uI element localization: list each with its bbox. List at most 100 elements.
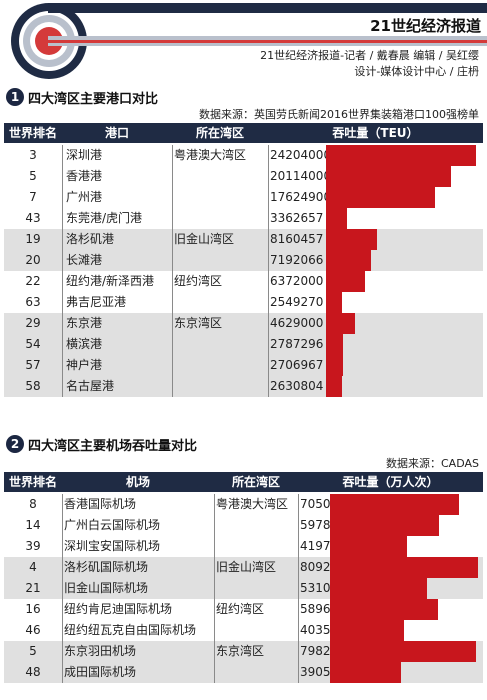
- data-source: 数据来源：CADAS: [386, 457, 479, 470]
- rank-cell: 29: [25, 316, 41, 330]
- value-label: 7192066: [270, 253, 324, 267]
- section-number: 1: [6, 88, 24, 106]
- table-row: 8 香港国际机场 7050: [4, 494, 483, 515]
- value-bar: [330, 599, 438, 620]
- bay-group: 东京湾区 29 东京港 4629000 54 横滨港 2787296 57 神户港 2706967…: [4, 313, 483, 397]
- name-cell: 东莞港/虎门港: [66, 211, 143, 225]
- value-bar: [330, 515, 440, 536]
- bay-label: 旧金山湾区: [216, 560, 277, 574]
- table-row: 4 洛杉矶国际机场 8092: [4, 557, 483, 578]
- name-cell: 广州港: [66, 190, 103, 204]
- rank-cell: 46: [25, 623, 41, 637]
- bay-label: 旧金山湾区: [174, 232, 235, 246]
- table-row: 19 洛杉矶港 8160457: [4, 229, 483, 250]
- section-title: 1 四大湾区主要港口对比: [6, 87, 158, 107]
- rank-cell: 54: [25, 337, 41, 351]
- header-stripe: [48, 36, 487, 40]
- table-row: 3 深圳港 24204000: [4, 145, 483, 166]
- name-cell: 旧金山国际机场: [64, 581, 149, 595]
- rank-cell: 5: [29, 169, 37, 183]
- header-bay: 所在湾区: [195, 126, 244, 140]
- table-row: 48 成田国际机场 3905: [4, 662, 483, 683]
- name-cell: 名古屋港: [66, 379, 115, 393]
- column-divider: [62, 145, 63, 397]
- value-label: 7982: [300, 644, 331, 658]
- rank-cell: 22: [25, 274, 41, 288]
- value-label: 5978: [300, 518, 331, 532]
- value-bar: [326, 376, 343, 397]
- value-bar: [330, 662, 402, 683]
- table-row: 54 横滨港 2787296: [4, 334, 483, 355]
- name-cell: 深圳港: [66, 148, 103, 162]
- value-label: 4629000: [270, 316, 324, 330]
- value-bar: [330, 494, 459, 515]
- value-label: 3905: [300, 665, 331, 679]
- bay-label: 粤港澳大湾区: [216, 497, 289, 511]
- value-bar: [326, 334, 344, 355]
- table-row: 7 广州港 17624900: [4, 187, 483, 208]
- bay-group: 粤港澳大湾区 3 深圳港 24204000 5 香港港 20114000 7 广州港 176249…: [4, 145, 483, 229]
- header-band: [48, 3, 487, 13]
- rank-cell: 21: [25, 581, 41, 595]
- value-label: 4035: [300, 623, 331, 637]
- table-row: 5 东京羽田机场 7982: [4, 641, 483, 662]
- header-name: 港口: [104, 126, 129, 140]
- rank-cell: 57: [25, 358, 41, 372]
- column-divider: [298, 494, 299, 683]
- name-cell: 长滩港: [66, 253, 103, 267]
- table-header: 世界排名 机场 所在湾区 吞吐量（万人次）: [4, 472, 483, 492]
- table-row: 16 纽约肯尼迪国际机场 5896: [4, 599, 483, 620]
- header-stripe: [48, 43, 487, 46]
- name-cell: 横滨港: [66, 337, 103, 351]
- name-cell: 弗吉尼亚港: [66, 295, 127, 309]
- column-divider: [214, 494, 215, 683]
- table-row: 20 长滩港 7192066: [4, 250, 483, 271]
- name-cell: 洛杉矶港: [66, 232, 115, 246]
- name-cell: 纽约港/新泽西港: [66, 274, 155, 288]
- header-name: 机场: [125, 475, 150, 489]
- value-bar: [330, 557, 478, 578]
- name-cell: 香港港: [66, 169, 103, 183]
- value-bar: [326, 166, 451, 187]
- value-label: 20114000: [270, 169, 332, 183]
- table-row: 39 深圳宝安国际机场 4197: [4, 536, 483, 557]
- bay-group: 旧金山湾区 19 洛杉矶港 8160457 20 长滩港 7192066: [4, 229, 483, 271]
- value-bar: [330, 620, 404, 641]
- name-cell: 广州白云国际机场: [64, 518, 161, 532]
- page-header: 21世纪经济报道 21世纪经济报道-记者 / 戴春晨 编辑 / 吴红缨 设计-媒…: [0, 0, 487, 79]
- rank-cell: 14: [25, 518, 41, 532]
- value-label: 8092: [300, 560, 331, 574]
- value-bar: [326, 313, 355, 334]
- name-cell: 香港国际机场: [64, 497, 137, 511]
- bay-group: 东京湾区 5 东京羽田机场 7982 48 成田国际机场 3905: [4, 641, 483, 683]
- table-row: 14 广州白云国际机场 5978: [4, 515, 483, 536]
- name-cell: 成田国际机场: [64, 665, 137, 679]
- name-cell: 深圳宝安国际机场: [64, 539, 161, 553]
- bay-label: 东京湾区: [216, 644, 265, 658]
- table-header: 世界排名 港口 所在湾区 吞吐量（TEU）: [4, 123, 483, 143]
- value-label: 7050: [300, 497, 331, 511]
- table-row: 29 东京港 4629000: [4, 313, 483, 334]
- section-title: 2 四大湾区主要机场吞吐量对比: [6, 434, 197, 454]
- rank-cell: 48: [25, 665, 41, 679]
- name-cell: 洛杉矶国际机场: [64, 560, 149, 574]
- rank-cell: 19: [25, 232, 41, 246]
- value-bar: [330, 641, 476, 662]
- value-bar: [326, 229, 377, 250]
- table-row: 43 东莞港/虎门港 3362657: [4, 208, 483, 229]
- column-divider: [62, 494, 63, 683]
- value-label: 3362657: [270, 211, 324, 225]
- value-bar: [326, 355, 343, 376]
- value-label: 2549270: [270, 295, 324, 309]
- header-value: 吞吐量（TEU）: [332, 126, 419, 140]
- table-row: 46 纽约纽瓦克自由国际机场 4035: [4, 620, 483, 641]
- column-divider: [172, 145, 173, 397]
- value-label: 8160457: [270, 232, 324, 246]
- bay-group: 纽约湾区 22 纽约港/新泽西港 6372000 63 弗吉尼亚港 2549270: [4, 271, 483, 313]
- rank-cell: 5: [29, 644, 37, 658]
- credit-line: 21世纪经济报道-记者 / 戴春晨 编辑 / 吴红缨: [260, 49, 479, 62]
- value-bar: [326, 145, 476, 166]
- credit-line: 设计-媒体设计中心 / 庄枬: [354, 65, 479, 78]
- table-row: 57 神户港 2706967: [4, 355, 483, 376]
- value-label: 6372000: [270, 274, 324, 288]
